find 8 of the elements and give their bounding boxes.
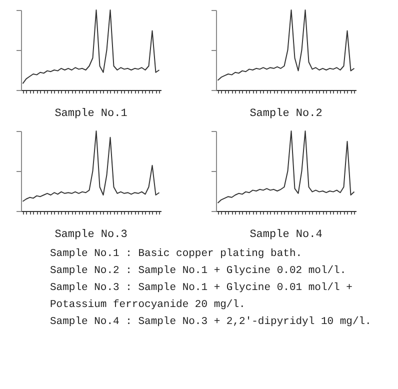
- text: Sample No.4: [250, 229, 323, 241]
- text: Sample No.3 : Sample No.1 + Glycine 0.01 mol/l + Potassium ferrocyanide 20 mg/l.: [50, 281, 354, 313]
- text: Sample No.2: [250, 108, 322, 120]
- text: Sample No.3: [54, 229, 128, 241]
- text: Sample No.2 : Sample No.1 + Glycine 0.02 mol/l.: [50, 264, 348, 279]
- text: Sample No.1: [54, 108, 128, 120]
- text: Sample No.1 : Basic copper plating bath.: [50, 247, 304, 262]
- text: Sample No.4 : Sample No.3 + 2,2'-dipyridyl 10 mg/l.: [50, 315, 372, 330]
